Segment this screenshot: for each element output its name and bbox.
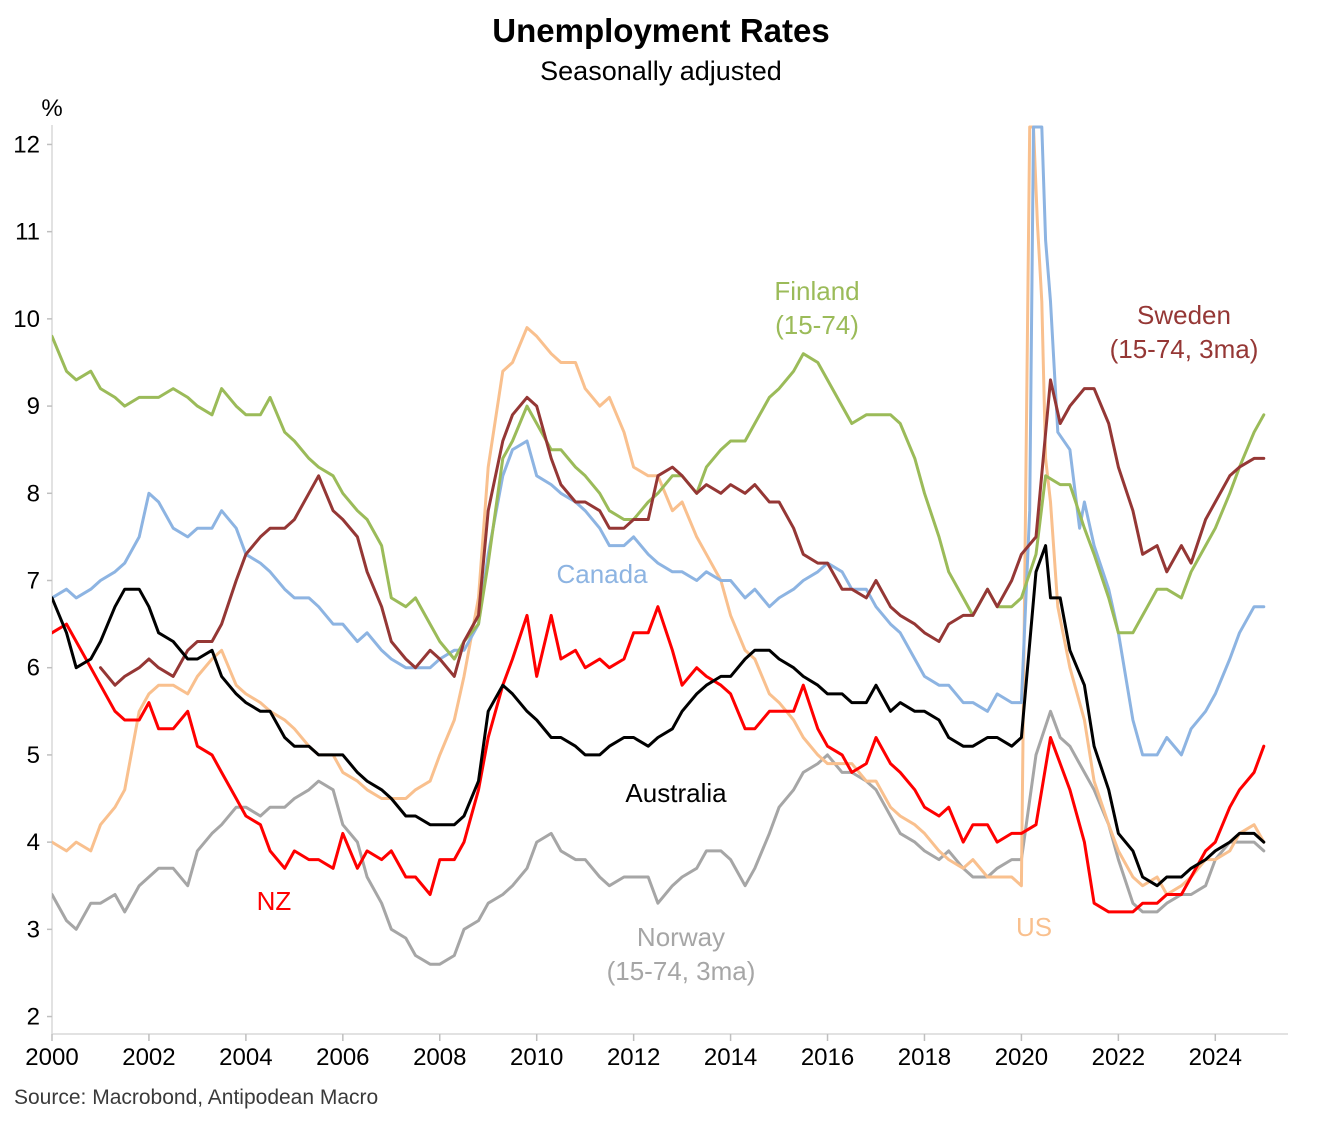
x-tick-label: 2000 [25,1044,78,1071]
series-label-us: US [1016,912,1052,942]
y-tick-label: 6 [27,655,40,682]
series-line-canada [52,125,1266,757]
series-label-finland: Finland [774,276,859,306]
series-label-finland: (15-74) [775,310,859,340]
x-tick-label: 2018 [898,1044,951,1071]
y-tick-label: 4 [27,829,40,856]
x-tick-label: 2004 [219,1044,272,1071]
x-tick-label: 2010 [510,1044,563,1071]
y-tick-label: 3 [27,916,40,943]
series-line-finland [52,334,1266,661]
y-tick-label: 8 [27,480,40,507]
series-line-sweden [99,378,1266,687]
series-label-sweden: (15-74, 3ma) [1110,334,1259,364]
x-tick-label: 2014 [704,1044,757,1071]
axes: 2 3 4 5 6 7 8 9 10 11 12 2000 2002 2004 2006 2008 2010 20… [13,125,1288,1071]
series-label-nz: NZ [257,886,292,916]
y-tick-label: 5 [27,742,40,769]
y-tick-label: 7 [27,568,40,595]
x-tick-label: 2024 [1189,1044,1242,1071]
y-tick-label: 9 [27,393,40,420]
series-line-nz [52,605,1266,914]
x-tick-label: 2022 [1092,1044,1145,1071]
y-axis-unit-label: % [41,95,62,122]
source-note: Source: Macrobond, Antipodean Macro [14,1086,378,1109]
series-label-norway: (15-74, 3ma) [607,956,756,986]
y-tick-label: 11 [15,219,40,246]
series-label-canada: Canada [556,559,648,589]
x-tick-label: 2008 [413,1044,466,1071]
chart-title: Unemployment Rates [492,12,829,49]
series-line-norway [52,709,1266,966]
x-tick-label: 2020 [995,1044,1048,1071]
x-tick-label: 2006 [316,1044,369,1071]
series-label-norway: Norway [637,922,725,952]
y-tick-label: 12 [13,131,40,158]
series-label-australia: Australia [625,778,727,808]
y-tick-label: 10 [13,306,40,333]
series-label-sweden: Sweden [1137,300,1231,330]
series-labels: Norway (15-74, 3ma) US Canada Finland (15-74)… [257,276,1259,986]
series-line-us [52,125,1266,896]
x-tick-label: 2016 [801,1044,854,1071]
x-tick-label: 2012 [607,1044,660,1071]
chart-subtitle: Seasonally adjusted [540,56,782,86]
series-lines [52,125,1266,966]
x-tick-label: 2002 [122,1044,175,1071]
series-line-australia [52,544,1266,888]
y-tick-label: 2 [27,1004,40,1031]
